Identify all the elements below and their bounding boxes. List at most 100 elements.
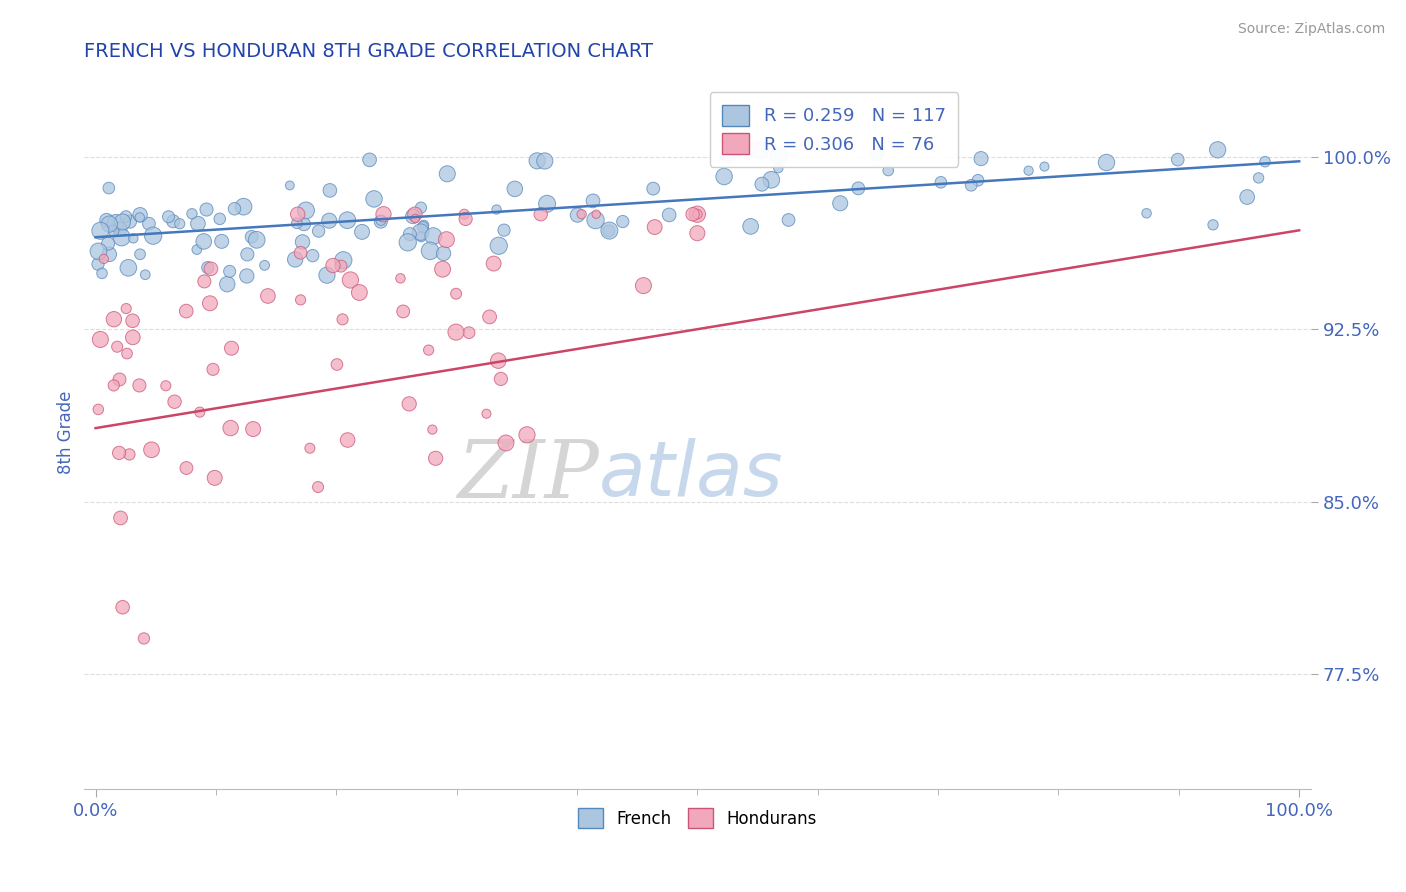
Point	[761, 173, 783, 187]
Point	[332, 253, 354, 268]
Point	[108, 446, 131, 460]
Point	[319, 183, 342, 197]
Point	[598, 223, 620, 237]
Point	[307, 480, 329, 494]
Point	[633, 278, 655, 293]
Point	[740, 219, 762, 234]
Point	[91, 266, 114, 280]
Point	[370, 213, 392, 227]
Point	[686, 226, 709, 240]
Point	[1095, 155, 1118, 169]
Point	[181, 207, 204, 221]
Point	[176, 461, 198, 475]
Point	[87, 402, 110, 417]
Point	[396, 235, 419, 250]
Point	[533, 153, 555, 168]
Point	[110, 511, 132, 525]
Point	[290, 245, 312, 260]
Point	[188, 405, 211, 419]
Point	[287, 207, 309, 221]
Point	[877, 163, 900, 178]
Point	[419, 244, 441, 258]
Point	[503, 182, 526, 196]
Point	[138, 217, 160, 231]
Point	[187, 217, 209, 231]
Point	[516, 427, 538, 442]
Point	[1135, 206, 1157, 220]
Point	[866, 146, 889, 161]
Point	[686, 207, 709, 221]
Point	[195, 202, 218, 217]
Point	[98, 217, 121, 231]
Point	[536, 196, 558, 211]
Point	[370, 214, 392, 228]
Point	[219, 421, 242, 435]
Y-axis label: 8th Grade: 8th Grade	[58, 391, 75, 475]
Point	[425, 451, 447, 466]
Point	[1254, 154, 1277, 169]
Text: FRENCH VS HONDURAN 8TH GRADE CORRELATION CHART: FRENCH VS HONDURAN 8TH GRADE CORRELATION…	[83, 42, 652, 61]
Point	[278, 178, 301, 193]
Point	[105, 340, 128, 354]
Point	[122, 231, 145, 245]
Point	[118, 214, 141, 228]
Point	[246, 233, 269, 247]
Point	[103, 312, 125, 326]
Point	[453, 207, 475, 221]
Point	[830, 196, 852, 211]
Point	[713, 169, 735, 184]
Point	[89, 224, 111, 238]
Point	[198, 296, 221, 310]
Point	[359, 153, 381, 167]
Point	[316, 268, 339, 282]
Point	[643, 181, 665, 195]
Point	[585, 213, 607, 227]
Point	[332, 312, 354, 326]
Point	[93, 252, 115, 266]
Point	[1167, 153, 1189, 167]
Point	[211, 235, 233, 249]
Point	[111, 215, 134, 229]
Point	[292, 217, 315, 231]
Point	[236, 247, 259, 261]
Point	[422, 229, 444, 244]
Point	[200, 261, 222, 276]
Point	[489, 372, 512, 386]
Point	[494, 223, 516, 237]
Point	[298, 441, 321, 455]
Point	[118, 447, 141, 461]
Point	[257, 289, 280, 303]
Point	[412, 218, 434, 232]
Point	[409, 225, 432, 239]
Point	[475, 407, 498, 421]
Point	[186, 243, 208, 257]
Point	[485, 202, 508, 217]
Point	[436, 233, 458, 247]
Point	[1033, 160, 1056, 174]
Point	[1018, 163, 1040, 178]
Point	[336, 433, 359, 447]
Point	[326, 358, 349, 372]
Point	[444, 325, 467, 339]
Point	[339, 273, 361, 287]
Point	[174, 304, 197, 318]
Point	[221, 341, 243, 355]
Point	[392, 304, 415, 318]
Point	[224, 202, 246, 216]
Point	[1206, 143, 1229, 157]
Point	[204, 471, 226, 485]
Point	[240, 229, 263, 244]
Point	[295, 203, 318, 218]
Point	[751, 177, 773, 191]
Point	[141, 442, 163, 457]
Point	[87, 244, 110, 259]
Point	[128, 378, 150, 392]
Point	[458, 326, 481, 340]
Point	[121, 314, 143, 328]
Point	[115, 346, 138, 360]
Point	[432, 262, 454, 277]
Point	[717, 150, 740, 164]
Point	[285, 216, 308, 230]
Point	[322, 259, 344, 273]
Point	[1247, 170, 1270, 185]
